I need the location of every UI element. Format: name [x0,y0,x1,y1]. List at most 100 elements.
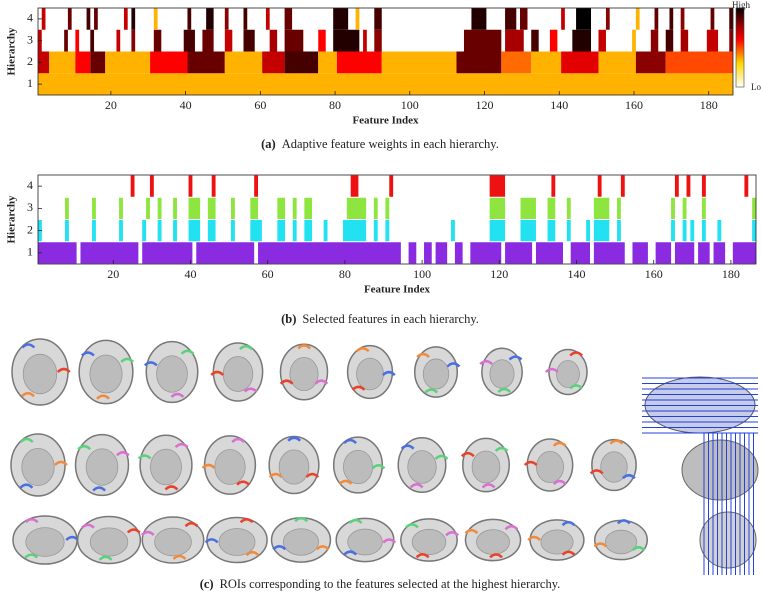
heat-cell [681,8,685,30]
ref-axial [682,440,758,500]
heat-cell [550,30,557,52]
brain-inner [472,451,500,483]
heat-cell [655,8,659,30]
x-tick-label: 80 [339,267,351,281]
heat-cell [75,52,90,74]
selected-segment [142,220,146,241]
selected-segment [374,198,378,219]
selected-segment [119,198,123,219]
selected-segment [150,176,154,197]
heat-cell [598,52,635,74]
brain-inner [283,529,318,555]
heat-cell [729,30,733,52]
brain-inner [290,357,318,390]
heat-cell [374,30,381,52]
x-tick-label: 120 [490,267,508,281]
selected-segment [567,198,571,219]
heat-cell [75,30,79,52]
selected-segment [671,198,675,219]
selected-segment [304,198,312,219]
heat-cell [225,8,229,30]
heat-cell [561,52,598,74]
heat-cell [285,8,292,30]
brain-inner [343,450,372,483]
selected-segment [304,220,312,241]
heat-cell [576,8,591,30]
caption-text: Adaptive feature weights in each hierarc… [282,137,499,151]
heat-cell [244,30,255,52]
selected-segment [702,220,706,241]
brain-inner [86,449,118,485]
heat-cell [681,30,688,52]
heat-cell [244,8,248,30]
selected-segment [208,198,216,219]
selected-segment [158,220,162,241]
selected-segment [687,176,691,197]
selected-segment [254,176,258,197]
heat-cell [501,52,531,74]
x-tick-label: 20 [105,98,117,112]
heat-cell [318,52,337,74]
selected-segment [455,242,463,263]
heat-cell [651,30,658,52]
brain-inner [357,358,384,390]
selected-segment [189,220,201,241]
heat-cell [572,30,591,52]
selected-segment [470,242,501,263]
heat-cell [90,30,94,52]
heat-cell [333,8,348,30]
heat-cell [318,30,325,52]
x-tick-label: 100 [401,98,419,112]
x-axis-label: Feature Index [364,284,431,296]
heat-cell [184,30,195,52]
y-tick-label: 4 [27,11,33,25]
heat-cell [105,52,150,74]
selected-segment [598,176,602,197]
x-tick-label: 180 [700,98,718,112]
y-tick-label: 2 [27,54,33,68]
brain-inner [155,528,192,556]
heat-cell [94,8,98,30]
selected-segment [293,198,297,219]
selected-segment [119,220,123,241]
selected-segment [212,176,216,197]
heat-cell [187,52,224,74]
heat-cell [38,73,733,95]
brain-inner [215,450,245,485]
selected-segment [92,220,96,241]
heat-cell [285,30,304,52]
selected-segment [231,198,235,219]
selected-segment [277,198,285,219]
heat-cell [266,8,270,30]
heat-cell [150,52,187,74]
x-tick-label: 140 [550,98,568,112]
heat-cell [363,30,367,52]
selected-segment [690,220,694,241]
heat-cell [632,30,636,52]
brain-inner [23,354,57,394]
heat-cell [206,8,213,30]
heat-cell [333,30,359,52]
selected-segment [675,176,679,197]
selected-segment [594,198,609,219]
caption: (c)ROIs corresponding to the features se… [200,577,561,591]
y-tick-label: 1 [27,245,33,259]
selected-segment [158,198,162,219]
selected-segment [231,220,235,241]
selected-segment [683,198,687,219]
x-tick-label: 60 [254,98,266,112]
brain-inner [423,359,449,389]
heat-cell [124,8,128,30]
caption-text: Selected features in each hierarchy. [302,312,479,326]
brain-inner [219,528,255,555]
caption: (b)Selected features in each hierarchy. [281,312,479,326]
heat-cell [87,8,91,30]
heat-cell [154,30,161,52]
selected-segment [536,242,563,263]
heat-cell [669,8,673,30]
selected-segment [189,198,201,219]
heat-cell [666,30,673,52]
selected-segment [675,242,694,263]
selected-segment [173,198,177,219]
brain-inner [476,530,509,555]
